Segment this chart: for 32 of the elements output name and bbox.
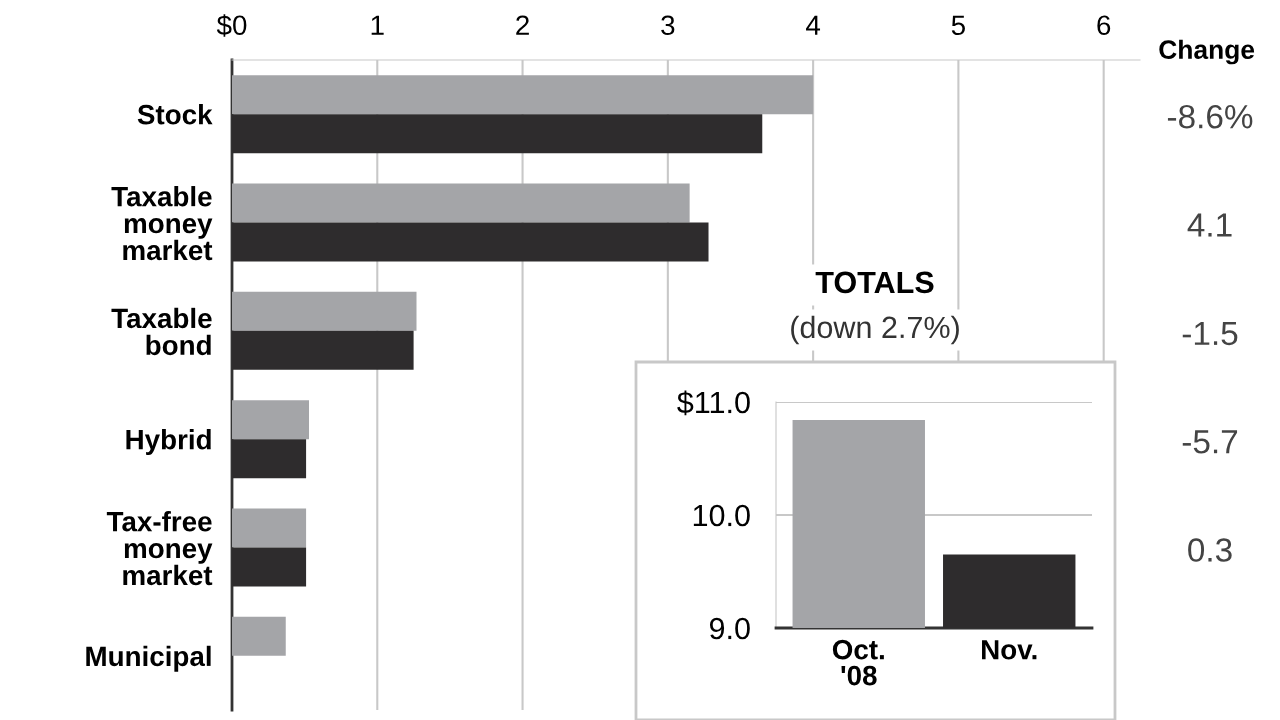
y-tick-label: Taxable money market — [111, 186, 213, 261]
x-tick-label: 4 — [806, 15, 821, 35]
text: -5.7 — [1182, 430, 1238, 454]
bar — [232, 400, 309, 440]
y-tick-label: Tax-free money market — [106, 511, 213, 586]
text: -8.6% — [1167, 104, 1253, 129]
y-tick-label: Stock — [137, 104, 213, 125]
bar — [232, 616, 286, 656]
y-tick-label: 9.0 — [709, 617, 750, 640]
x-tick-label: 6 — [1097, 15, 1111, 36]
bar — [232, 508, 307, 548]
bar — [232, 183, 690, 223]
y-tick-label: Municipal — [86, 645, 211, 672]
x-tick-label: $0 — [216, 14, 247, 37]
y-tick-label: 10.0 — [693, 504, 750, 527]
y-tick-label: Hybrid — [126, 429, 211, 455]
text: 4.1 — [1187, 213, 1232, 237]
text: -1.5 — [1182, 321, 1238, 346]
x-tick-label: Oct. '08 — [832, 639, 884, 686]
chart-title: TOTALS — [815, 271, 934, 294]
bar — [232, 291, 417, 331]
bar — [232, 75, 814, 115]
text: Change — [1159, 39, 1255, 65]
text: 0.3 — [1188, 538, 1232, 562]
x-tick-label: Nov. — [982, 640, 1037, 660]
x-tick-label: 1 — [371, 15, 384, 35]
x-tick-label: 3 — [661, 15, 675, 36]
chart-subtitle: (down 2.7%) — [791, 315, 959, 345]
x-tick-label: 5 — [951, 15, 965, 36]
y-tick-label: $11.0 — [677, 390, 750, 416]
x-tick-label: 2 — [516, 15, 529, 35]
y-tick-label: Taxable bond — [111, 307, 212, 356]
